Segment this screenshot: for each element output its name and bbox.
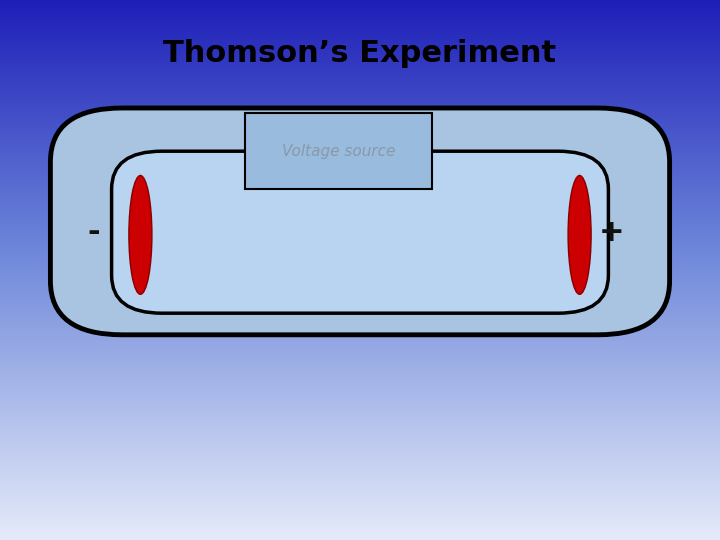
Text: Thomson’s Experiment: Thomson’s Experiment bbox=[163, 39, 557, 69]
FancyBboxPatch shape bbox=[112, 151, 608, 313]
Text: Voltage source: Voltage source bbox=[282, 144, 395, 159]
Text: +: + bbox=[599, 218, 625, 247]
Text: -: - bbox=[87, 218, 100, 247]
FancyBboxPatch shape bbox=[245, 113, 432, 189]
FancyBboxPatch shape bbox=[50, 108, 670, 335]
Ellipse shape bbox=[568, 176, 591, 294]
Ellipse shape bbox=[129, 176, 152, 294]
